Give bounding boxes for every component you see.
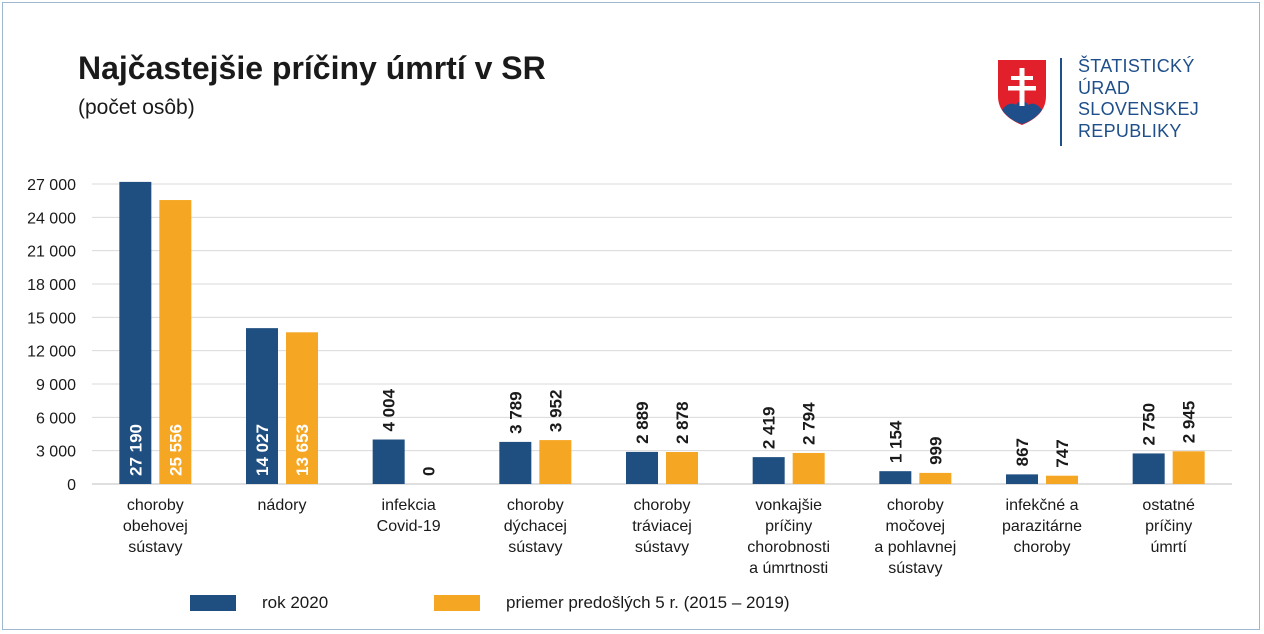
category-label-line: tráviacej [632, 518, 692, 535]
category-label-line: úmrtí [1150, 539, 1187, 556]
bar-average [1172, 451, 1205, 484]
bar-2020 [626, 451, 658, 484]
category-label-line: a pohlavnej [874, 539, 956, 556]
legend-swatch-2020 [190, 595, 236, 611]
category-label-line: vonkajšie [755, 497, 822, 514]
category-label-line: močovej [886, 518, 946, 535]
legend-item-average: priemer predošlých 5 r. (2015 – 2019) [434, 592, 790, 614]
bar-2020 [879, 471, 912, 484]
bar-2020 [1132, 453, 1165, 484]
bar-average [286, 332, 318, 484]
logo-text: ŠTATISTICKÝ ÚRAD SLOVENSKEJ REPUBLIKY [1078, 56, 1199, 142]
logo-line: REPUBLIKY [1078, 120, 1182, 141]
category-label: ostatné príčiny úmrtí [1142, 497, 1195, 556]
bar-2020 [752, 457, 785, 484]
data-label: 14 027 [253, 424, 272, 476]
bar-2020 [372, 439, 405, 484]
data-label: 13 653 [293, 424, 312, 476]
y-tick-label: 12 000 [27, 344, 76, 361]
category-label-line: dýchacej [504, 518, 567, 535]
y-tick-label: 3 000 [36, 444, 76, 461]
category-label: vonkajšie príčiny chorobnosti a úmrtnosti [747, 497, 830, 577]
data-label: 3 789 [506, 391, 525, 434]
bar-average [539, 440, 572, 484]
data-label: 3 952 [546, 390, 565, 433]
category-label-line: infekcia [382, 497, 436, 514]
legend-label-2020: rok 2020 [262, 593, 329, 612]
data-label: 2 878 [673, 401, 692, 444]
y-tick-label: 24 000 [27, 210, 76, 227]
data-label: 867 [1013, 438, 1032, 466]
logo-divider [1060, 58, 1062, 146]
statistical-office-logo: ŠTATISTICKÝ ÚRAD SLOVENSKEJ REPUBLIKY [996, 56, 1226, 148]
category-label-line: sústavy [635, 539, 689, 556]
bar-average [792, 452, 825, 484]
chart-legend: rok 2020 priemer predošlých 5 r. (2015 –… [0, 592, 1264, 616]
category-label-line: ostatné [1142, 497, 1195, 514]
category-label-line: príčiny [1145, 518, 1192, 535]
category-label-line: choroby [887, 497, 944, 514]
category-label-line: sústavy [888, 560, 942, 577]
data-label: 0 [420, 467, 439, 476]
category-label-line: a úmrtnosti [749, 560, 828, 577]
bar-average [159, 200, 192, 485]
data-label: 999 [926, 437, 945, 465]
data-label: 27 190 [126, 424, 145, 476]
data-label: 25 556 [166, 424, 185, 476]
bar-average [919, 472, 952, 484]
data-label: 4 004 [380, 388, 399, 431]
bar-average [1046, 475, 1078, 484]
category-label-line: choroby [127, 497, 184, 514]
bar-2020 [499, 441, 532, 484]
data-label: 2 889 [633, 401, 652, 444]
y-tick-label: 27 000 [27, 177, 76, 194]
category-label-line: choroby [1014, 539, 1071, 556]
legend-label-average: priemer predošlých 5 r. (2015 – 2019) [506, 593, 790, 612]
category-label-line: príčiny [765, 518, 812, 535]
data-label: 2 794 [800, 402, 819, 445]
category-label-line: sústavy [508, 539, 562, 556]
category-label-line: infekčné a [1006, 497, 1079, 514]
category-label: infekčné a parazitárne choroby [1002, 497, 1082, 556]
category-label: choroby obehovej sústavy [123, 497, 188, 556]
category-label-line: Covid-19 [377, 518, 441, 535]
bar-2020 [119, 181, 152, 484]
logo-line: ÚRAD [1078, 77, 1131, 98]
y-tick-label: 0 [67, 477, 76, 494]
bar-2020 [246, 328, 278, 484]
y-tick-label: 15 000 [27, 310, 76, 327]
logo-line: SLOVENSKEJ [1078, 99, 1200, 119]
y-tick-label: 21 000 [27, 244, 76, 261]
category-label: nádory [258, 497, 307, 514]
category-label: choroby tráviacej sústavy [632, 497, 692, 556]
chart-subtitle: (počet osôb) [78, 96, 195, 119]
bar-average [666, 452, 698, 484]
data-label: 2 945 [1180, 401, 1199, 444]
legend-item-2020: rok 2020 [190, 592, 328, 614]
category-label-line: nádory [258, 497, 307, 514]
category-label-line: sústavy [128, 539, 182, 556]
category-label-line: obehovej [123, 518, 188, 535]
chart-title: Najčastejšie príčiny úmrtí v SR [78, 50, 546, 86]
category-label-line: choroby [507, 497, 564, 514]
legend-swatch-average [434, 595, 480, 611]
data-label: 747 [1053, 439, 1072, 467]
category-label: choroby močovej a pohlavnej sústavy [874, 497, 956, 577]
category-label-line: choroby [634, 497, 691, 514]
data-label: 2 419 [760, 407, 779, 450]
category-label-line: chorobnosti [747, 539, 830, 556]
logo-line: ŠTATISTICKÝ [1078, 56, 1195, 76]
data-label: 2 750 [1140, 403, 1159, 446]
y-tick-label: 6 000 [36, 410, 76, 427]
slovak-coat-of-arms-icon [998, 60, 1046, 125]
category-label: choroby dýchacej sústavy [504, 497, 567, 556]
y-tick-label: 9 000 [36, 377, 76, 394]
y-tick-label: 18 000 [27, 277, 76, 294]
data-label: 1 154 [886, 420, 905, 463]
bar-2020 [1006, 474, 1038, 484]
category-label: infekcia Covid-19 [377, 497, 441, 535]
category-label-line: parazitárne [1002, 518, 1082, 535]
